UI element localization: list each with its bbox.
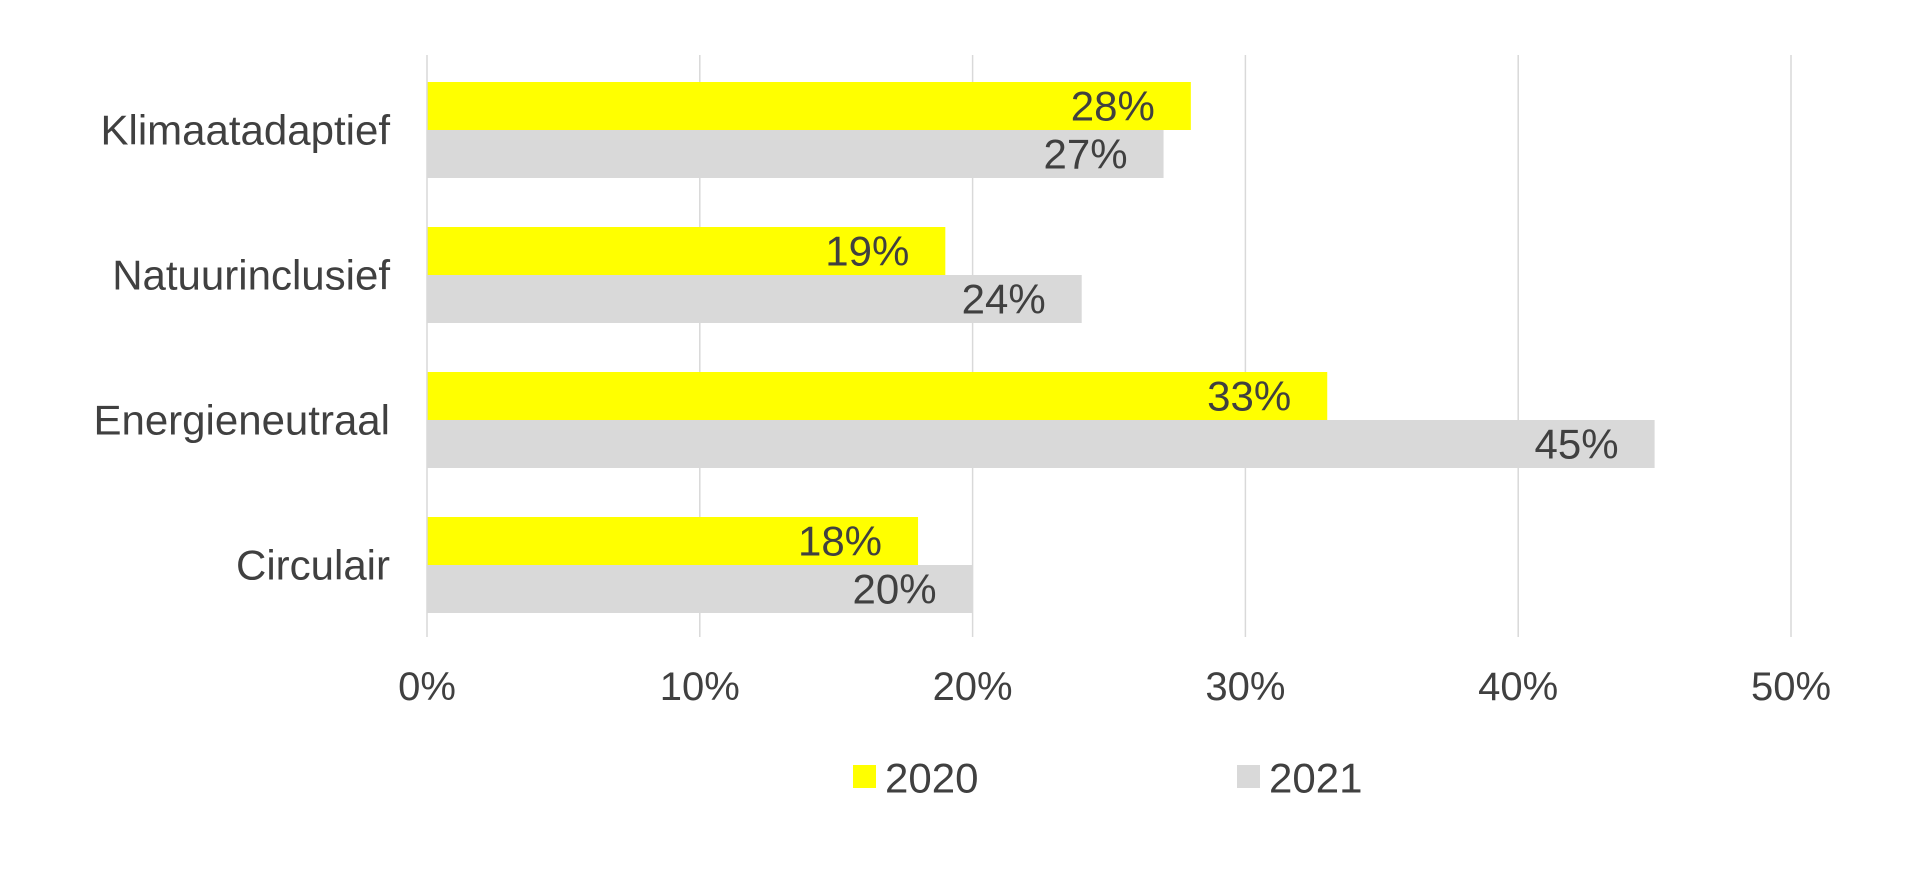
legend-label: 2021 [1269,755,1362,802]
bar-2021-klimaatadaptief [427,130,1164,178]
category-label: Circulair [236,542,390,589]
data-label: 33% [1207,373,1291,420]
data-label: 18% [798,518,882,565]
data-label: 27% [1043,131,1127,178]
bar-2021-circulair [427,565,973,613]
data-label: 45% [1535,421,1619,468]
x-tick-label: 50% [1751,665,1831,709]
category-label: Natuurinclusief [112,252,390,299]
data-label: 24% [962,276,1046,323]
category-label: Klimaatadaptief [100,107,390,154]
x-tick-label: 30% [1205,665,1285,709]
legend-swatch [1237,765,1260,788]
data-label: 28% [1071,83,1155,130]
bar-2020-natuurinclusief [427,227,946,275]
x-tick-label: 10% [660,665,740,709]
bar-2021-energieneutraal [427,420,1655,468]
x-tick-label: 40% [1478,665,1558,709]
data-label: 19% [825,228,909,275]
x-tick-label: 0% [398,665,456,709]
bar-2020-circulair [427,517,919,565]
bar-2020-klimaatadaptief [427,82,1191,130]
bar-2021-natuurinclusief [427,275,1082,323]
data-label: 20% [853,566,937,613]
legend-swatch [853,765,876,788]
category-label: Energieneutraal [93,397,390,444]
x-tick-label: 20% [933,665,1013,709]
bar-2020-energieneutraal [427,372,1328,420]
legend-label: 2020 [885,755,978,802]
